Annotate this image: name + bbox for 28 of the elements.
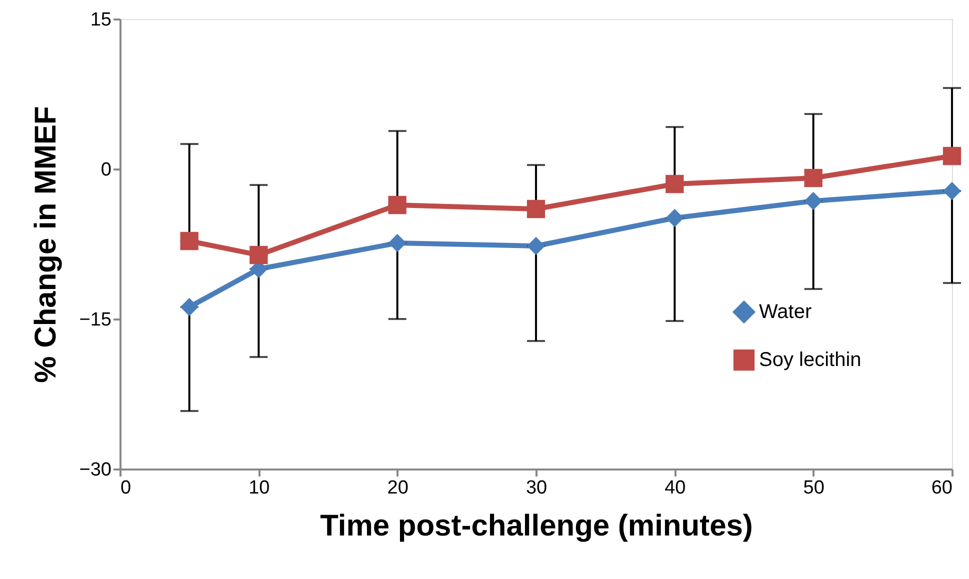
y-axis-title: % Change in MMEF	[29, 106, 62, 383]
x-tick-label: 30	[526, 478, 548, 498]
point	[942, 146, 962, 166]
x-tick-label: 60	[931, 478, 952, 498]
y-tick-label: 15	[90, 10, 112, 30]
point	[250, 246, 268, 264]
legend-label: Water	[759, 301, 812, 323]
point	[804, 168, 822, 188]
y-tick-label: −30	[79, 460, 112, 480]
point	[526, 200, 546, 218]
x-tick-label: 40	[664, 478, 686, 498]
x-tick-label: 20	[387, 478, 408, 498]
point	[666, 208, 684, 228]
point	[180, 232, 198, 250]
point	[388, 234, 406, 252]
point	[388, 196, 406, 214]
x-tick-label: 0	[120, 478, 132, 498]
point	[804, 192, 822, 210]
point	[666, 174, 684, 194]
y-tick-label: −15	[79, 310, 112, 330]
y-tick-label: 0	[100, 160, 112, 180]
x-tick-label: 50	[803, 478, 824, 498]
x-tick-label: 10	[248, 478, 270, 498]
point	[526, 236, 546, 256]
point	[942, 182, 962, 200]
legend-label: Soy lecithin	[759, 349, 862, 371]
x-axis-title: Time post-challenge (minutes)	[320, 510, 753, 542]
point	[180, 298, 198, 316]
